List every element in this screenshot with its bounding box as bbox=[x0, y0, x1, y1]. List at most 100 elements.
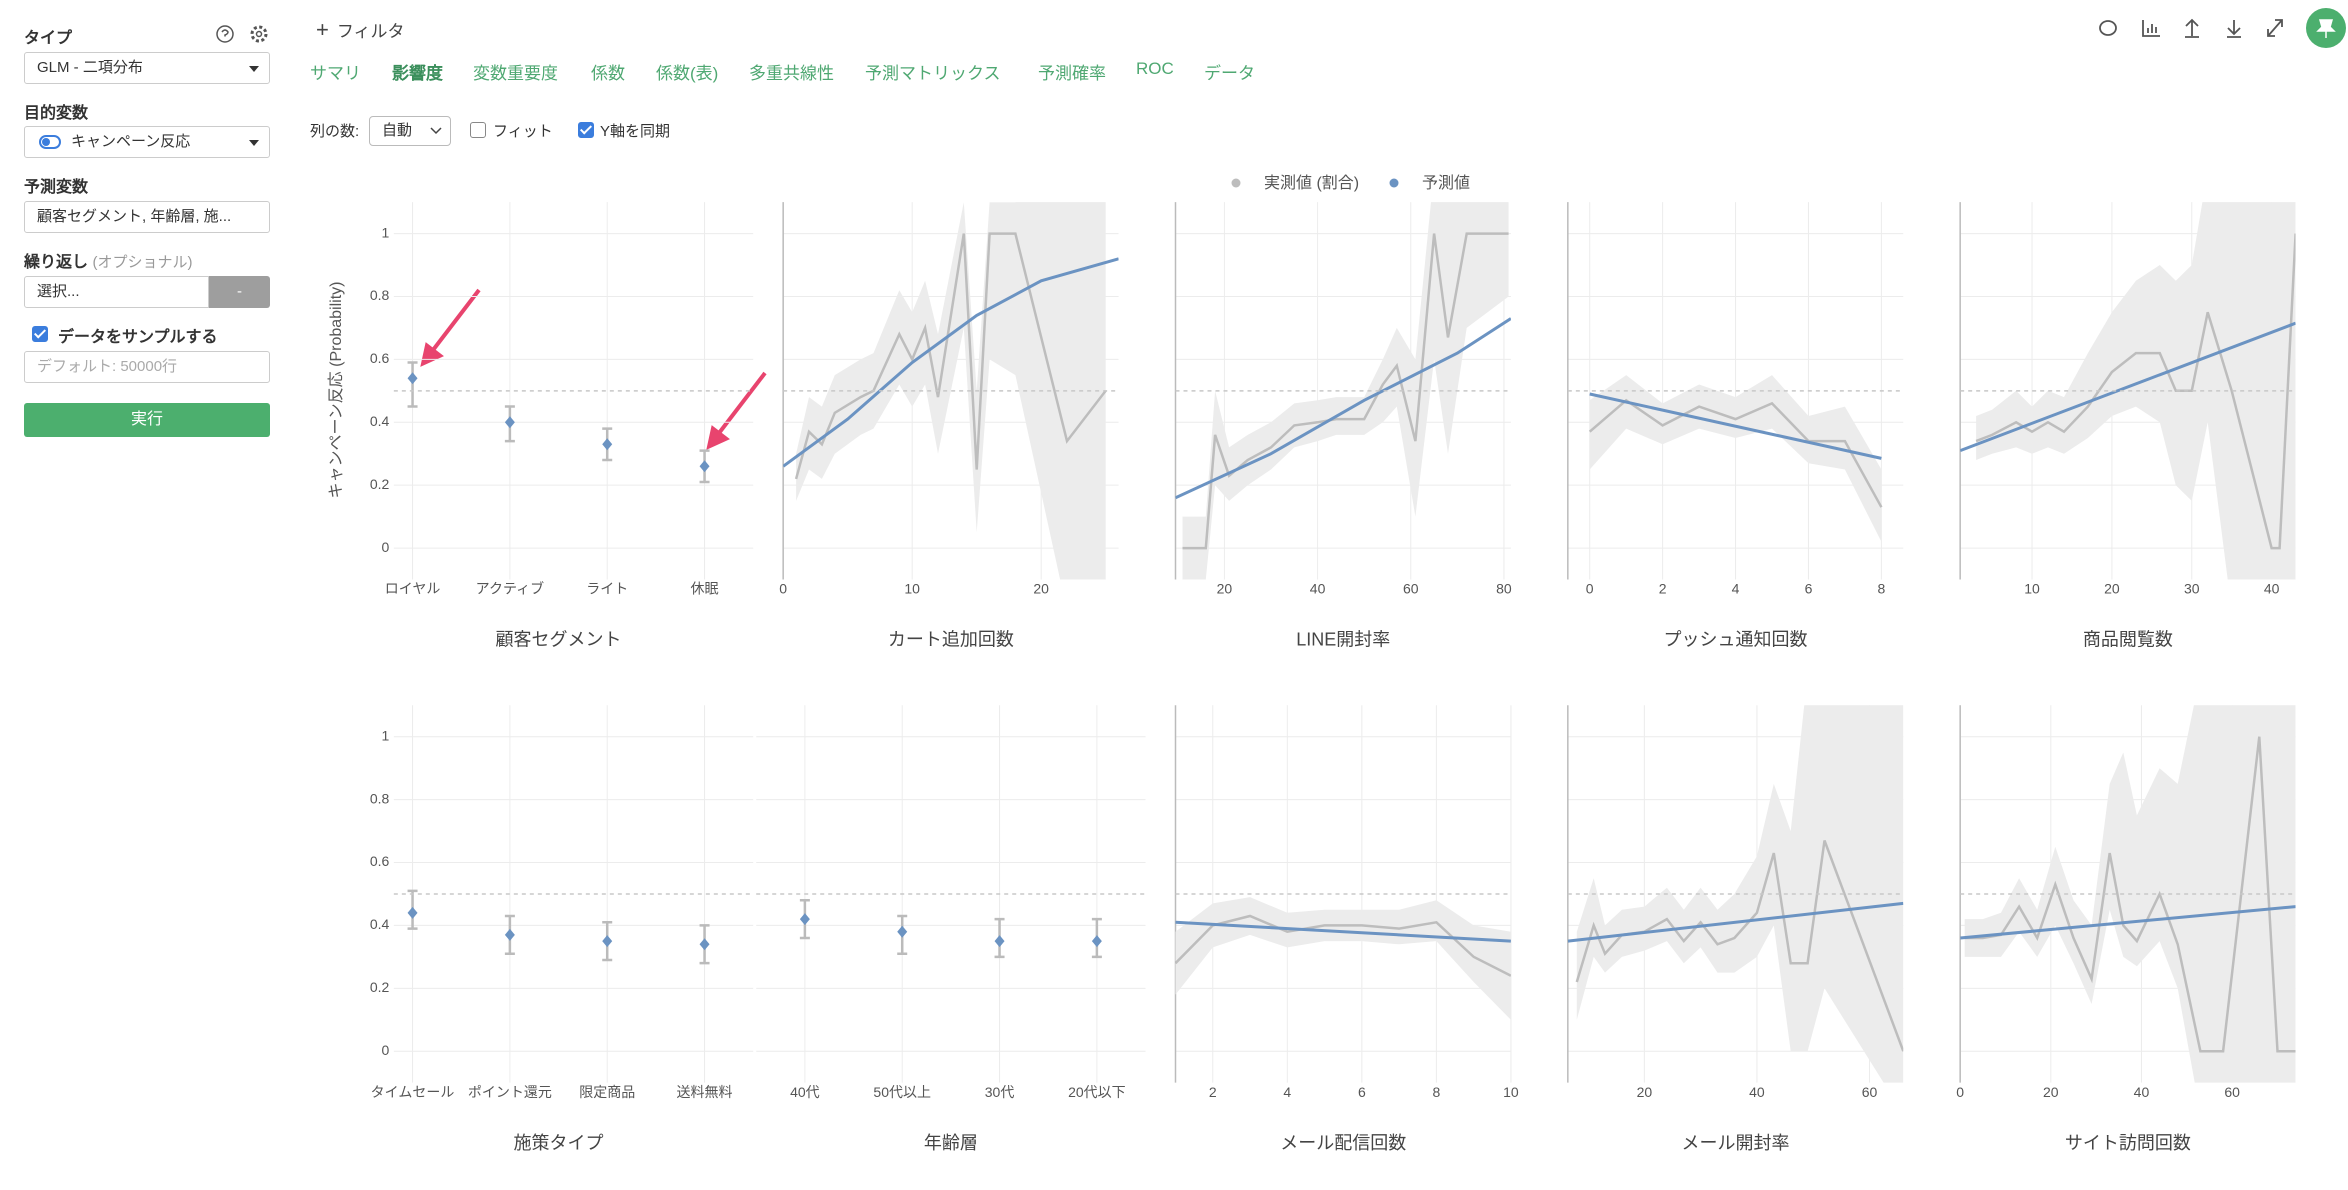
target-value: キャンペーン反応 bbox=[71, 133, 191, 150]
tab[interactable]: データ bbox=[1204, 64, 1255, 83]
y-tick-label: 1 bbox=[382, 727, 390, 743]
predicted-point bbox=[602, 935, 613, 948]
settings-icon[interactable] bbox=[250, 25, 268, 43]
actual-line bbox=[1975, 233, 2296, 550]
tab[interactable]: 予測確率 bbox=[1038, 64, 1106, 83]
filter-button[interactable]: + フィルタ bbox=[316, 17, 405, 43]
type-select[interactable]: GLM - 二項分布 bbox=[24, 52, 270, 84]
predicted-line bbox=[1960, 321, 2296, 453]
toggle-knob bbox=[42, 138, 50, 147]
tab[interactable]: 予測マトリックス bbox=[865, 64, 1001, 83]
tab[interactable]: 影響度 bbox=[392, 64, 443, 83]
x-tick-label: 2 bbox=[1659, 581, 1667, 597]
chart: 年齢層 40代 50代以上 30代 20代以下 bbox=[756, 705, 1146, 1153]
chart-title: メール開封率 bbox=[1682, 1133, 1790, 1153]
error-bar bbox=[407, 361, 418, 408]
chart-icon[interactable] bbox=[2142, 20, 2160, 37]
sample-checkbox[interactable] bbox=[32, 326, 48, 342]
pin-icon bbox=[2316, 19, 2336, 38]
x-tick-label: 40 bbox=[2134, 1084, 2150, 1100]
x-tick-label: 4 bbox=[1283, 1084, 1291, 1100]
actual-line bbox=[794, 232, 1107, 480]
tab[interactable]: 多重共線性 bbox=[749, 64, 834, 83]
run-button[interactable]: 実行 bbox=[24, 403, 270, 437]
x-tick-label: 10 bbox=[2024, 581, 2040, 597]
x-tick-label: 20 bbox=[1637, 1084, 1653, 1100]
comment-icon[interactable] bbox=[2099, 20, 2117, 36]
y-tick-label: 1 bbox=[382, 224, 390, 240]
confidence-band bbox=[1589, 375, 1882, 542]
y-tick-label: 0 bbox=[382, 539, 390, 555]
x-tick-label: 20 bbox=[2043, 1084, 2059, 1100]
x-tick-label: ライト bbox=[586, 581, 628, 597]
chevron bbox=[430, 127, 442, 135]
sync-label: Y軸を同期 bbox=[600, 123, 671, 140]
x-tick-label: 10 bbox=[904, 581, 920, 597]
upload-icon[interactable] bbox=[2185, 18, 2199, 38]
repeat-input[interactable]: 選択... bbox=[24, 276, 209, 308]
chart-title: メール配信回数 bbox=[1280, 1133, 1406, 1153]
chart: サイト訪問回数 0 20 40 60 bbox=[1956, 705, 2296, 1153]
tab[interactable]: 変数重要度 bbox=[473, 64, 558, 83]
actual-line bbox=[1182, 232, 1509, 550]
predicted-point bbox=[699, 460, 710, 473]
chart-title: 年齢層 bbox=[924, 1133, 978, 1153]
repeat-label-row: 繰り返し (オプショナル) bbox=[24, 248, 192, 272]
sync-checkbox[interactable] bbox=[578, 122, 594, 138]
predicted-point bbox=[994, 935, 1005, 948]
predicted-line bbox=[1567, 901, 1904, 943]
confidence-band bbox=[1976, 202, 2296, 580]
chart: 商品閲覧数 10 20 30 40 bbox=[1959, 202, 2296, 650]
fit-checkbox[interactable] bbox=[470, 122, 486, 138]
x-tick-label: 6 bbox=[1358, 1084, 1366, 1100]
legend-label: 予測値 bbox=[1422, 174, 1470, 192]
predicted-point bbox=[799, 913, 810, 926]
repeat-button[interactable]: - bbox=[209, 276, 270, 308]
help-icon[interactable] bbox=[216, 25, 234, 43]
chart: 0 0.2 0.4 0.6 0.8 1 顧客セグメント ロイヤル アクティブ ライト 休眠 bbox=[370, 202, 754, 650]
x-tick-label: 40 bbox=[1310, 581, 1326, 597]
predicted-point bbox=[504, 928, 515, 941]
actual-line bbox=[1175, 914, 1511, 977]
predictors-input[interactable]: 顧客セグメント, 年齢層, 施... bbox=[24, 201, 270, 233]
fit-label: フィット bbox=[493, 123, 553, 140]
x-tick-label: 8 bbox=[1432, 1084, 1440, 1100]
caret bbox=[249, 66, 259, 72]
target-select[interactable]: キャンペーン反応 bbox=[24, 126, 270, 158]
toggle-icon bbox=[39, 135, 61, 150]
confidence-band bbox=[1182, 202, 1509, 580]
expand-icon[interactable] bbox=[2267, 19, 2283, 37]
chart-title: 施策タイプ bbox=[514, 1133, 604, 1153]
sample-label: データをサンプルする bbox=[58, 329, 218, 346]
x-tick-label: 4 bbox=[1732, 581, 1740, 597]
settings-center bbox=[255, 30, 263, 38]
arrow-head bbox=[706, 425, 730, 450]
sample-input[interactable]: デフォルト: 50000行 bbox=[24, 351, 270, 383]
type-value: GLM - 二項分布 bbox=[37, 59, 143, 76]
tab[interactable]: ROC bbox=[1136, 59, 1174, 78]
predicted-point bbox=[1091, 935, 1102, 948]
actual-line bbox=[1588, 398, 1883, 508]
y-tick-label: 0.2 bbox=[370, 979, 390, 995]
confidence-band bbox=[1576, 705, 1904, 1083]
x-tick-label: 20 bbox=[1033, 581, 1049, 597]
help-glyph bbox=[221, 29, 229, 37]
legend-dot bbox=[1231, 178, 1241, 188]
predicted-point bbox=[407, 906, 418, 919]
chart: メール配信回数 2 4 6 8 10 bbox=[1174, 705, 1519, 1153]
x-tick-label: ポイント還元 bbox=[468, 1084, 552, 1100]
type-label: タイプ bbox=[24, 30, 73, 47]
x-tick-label: 限定商品 bbox=[579, 1084, 635, 1100]
tab[interactable]: 係数(表) bbox=[656, 64, 719, 83]
tab[interactable]: サマリ bbox=[310, 64, 361, 83]
repeat-hint: (オプショナル) bbox=[92, 254, 193, 271]
columns-select[interactable]: 自動 bbox=[369, 116, 451, 146]
tab[interactable]: 係数 bbox=[591, 64, 625, 83]
download-icon[interactable] bbox=[2227, 20, 2241, 38]
x-tick-label: 80 bbox=[1496, 581, 1512, 597]
target-label: 目的変数 bbox=[24, 105, 89, 122]
x-tick-label: 送料無料 bbox=[677, 1084, 733, 1100]
x-tick-label: 20代以下 bbox=[1068, 1084, 1126, 1100]
x-tick-label: 0 bbox=[1956, 1084, 1964, 1100]
x-tick-label: 30 bbox=[2184, 581, 2200, 597]
